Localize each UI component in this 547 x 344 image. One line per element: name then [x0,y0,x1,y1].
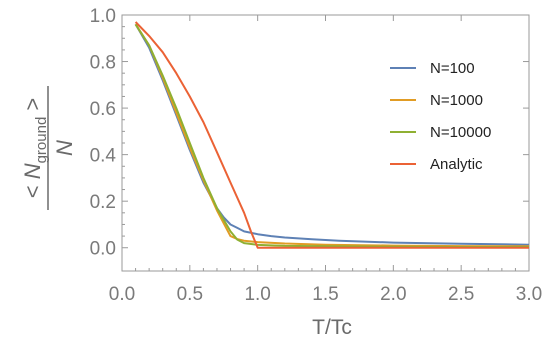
y-axis-label-close: > [20,98,45,111]
x-tick-label: 2.0 [380,284,406,305]
series-lines [134,21,530,249]
y-axis-label-denominator: N [52,140,77,156]
legend-label: Analytic [430,156,483,173]
plot-frame [121,14,530,272]
y-axis-label-open: < [20,185,45,198]
x-tick-label: 2.5 [448,284,474,305]
x-axis-ticks: 0.0 0.5 1.0 1.5 2.0 2.5 3.0 [109,15,542,305]
series-line-n-10000 [134,23,529,248]
y-tick-label: 0.2 [90,192,116,213]
x-tick-label: 1.5 [312,284,338,305]
y-axis-label: < Nground > N [20,86,77,210]
legend-label: N=10000 [430,124,491,141]
x-tick-label: 1.0 [244,284,270,305]
y-axis-ticks: 0.0 0.2 0.4 0.6 0.8 1.0 [90,6,529,260]
series-line-analytic [134,21,529,249]
y-tick-label: 0.8 [90,53,116,74]
y-tick-label: 0.0 [90,239,116,260]
y-tick-label: 0.4 [90,146,117,167]
x-tick-label: 0.5 [177,284,203,305]
y-tick-label: 0.6 [90,99,116,120]
legend-label: N=100 [430,60,475,77]
y-axis-label-subscript: ground [33,117,50,164]
y-axis-label-symbol: N [20,163,45,179]
series-line-n-1000 [134,23,530,248]
y-tick-label: 1.0 [90,6,116,27]
legend: N=100 N=1000 N=10000 Analytic [390,60,491,173]
legend-label: N=1000 [430,92,483,109]
x-axis-label: T/Tc [312,316,352,339]
x-tick-label: 0.0 [109,284,135,305]
svg-text:< Nground >: < Nground > [20,98,50,199]
x-tick-label: 3.0 [516,284,542,305]
